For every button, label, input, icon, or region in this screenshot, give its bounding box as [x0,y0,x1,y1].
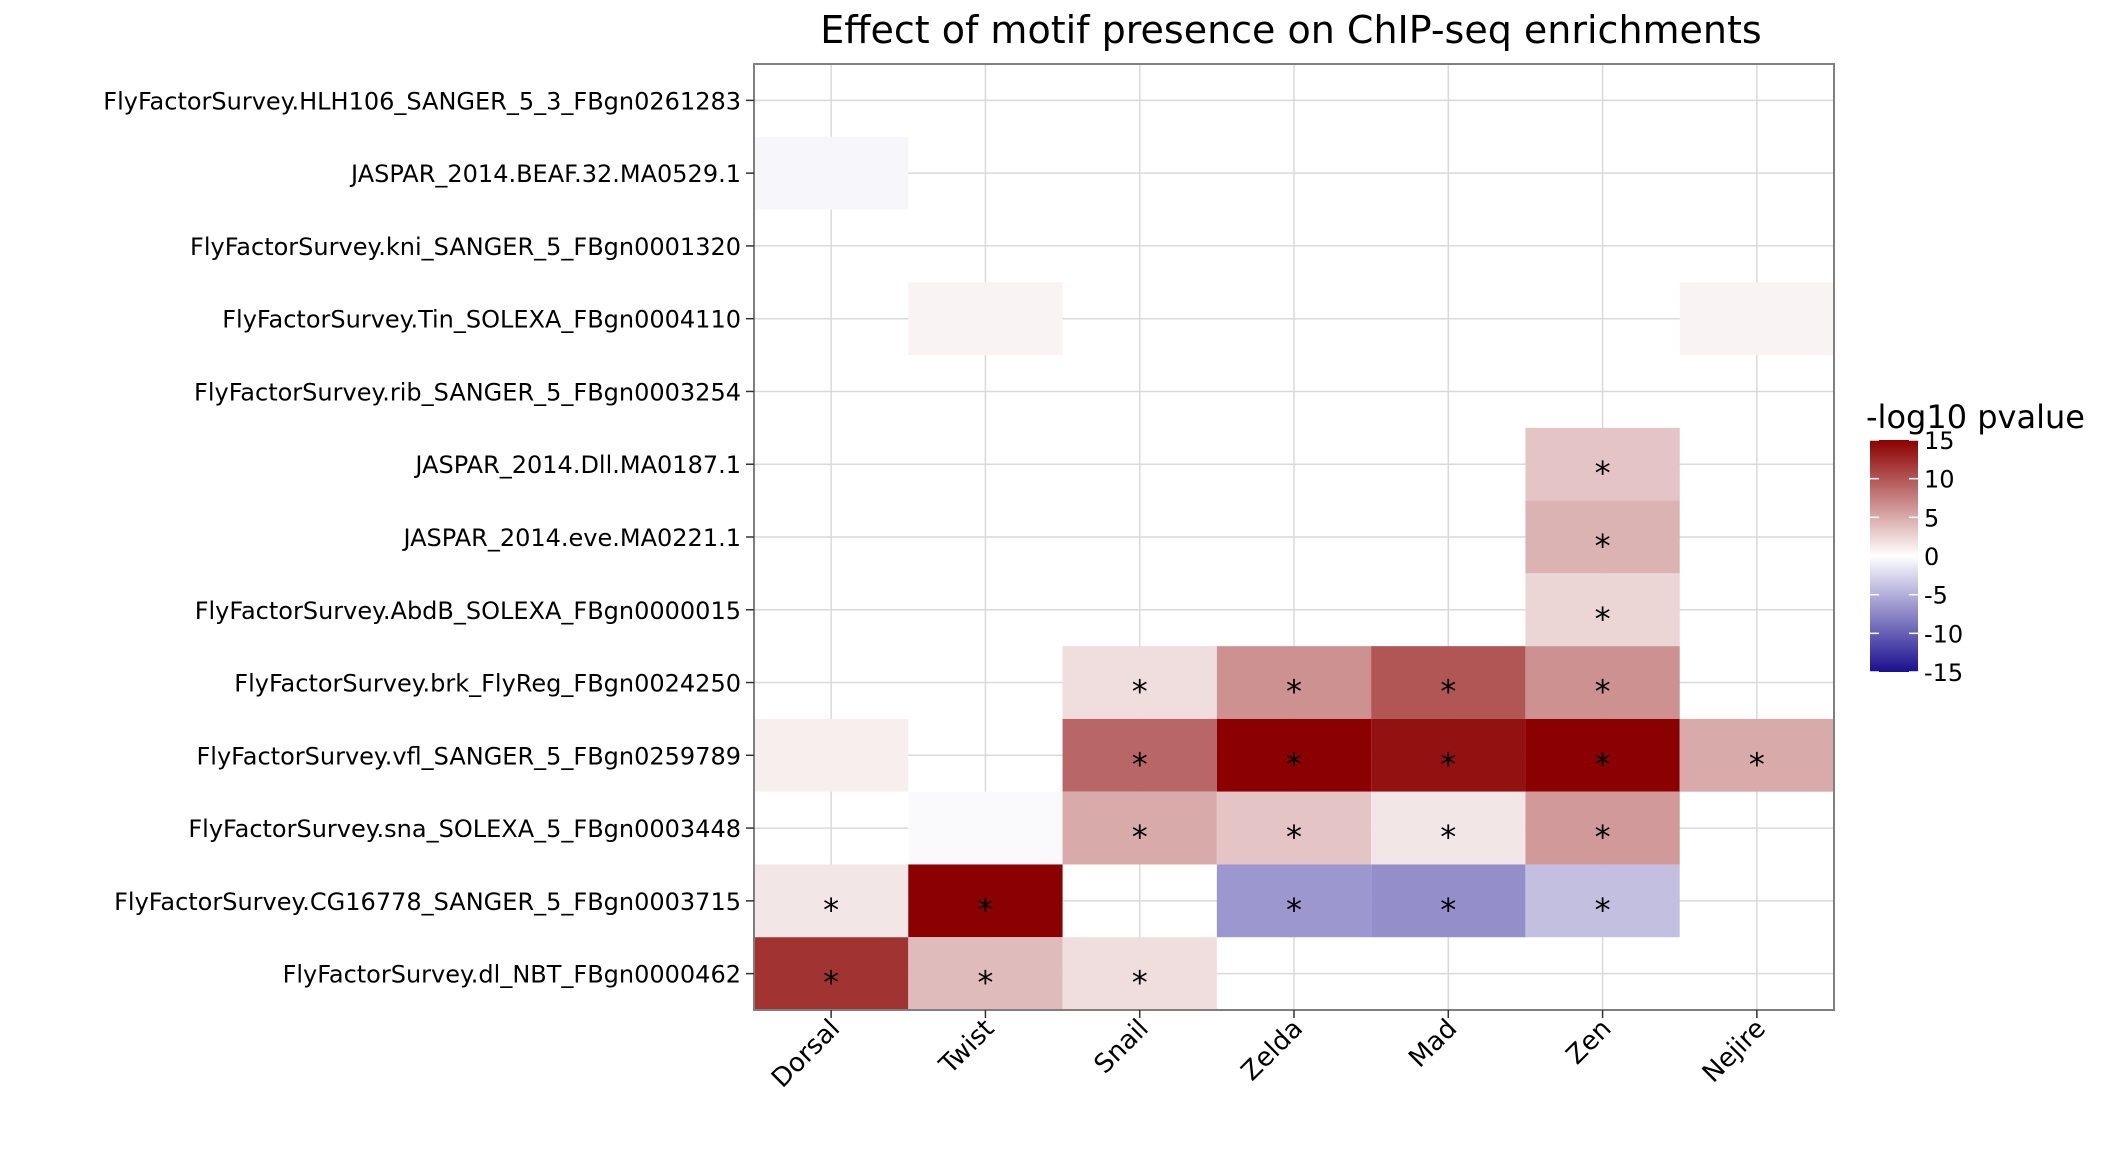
x-tick-label: Snail [1089,1014,1155,1080]
heatmap-cell [754,864,909,938]
legend-tick-label: 5 [1924,504,1939,532]
heatmap-cell [1371,646,1526,719]
chart-title: Effect of motif presence on ChIP-seq enr… [820,8,1761,52]
significance-marker: * [1440,745,1456,783]
y-tick-label: FlyFactorSurvey.brk_FlyReg_FBgn0024250 [234,670,741,698]
significance-marker: * [1595,454,1611,492]
y-tick-label: FlyFactorSurvey.kni_SANGER_5_FBgn0001320 [190,233,741,261]
significance-marker: * [1132,964,1148,1002]
y-tick-label: JASPAR_2014.eve.MA0221.1 [401,524,741,552]
heatmap-cell [1216,791,1372,865]
significance-marker: * [1595,673,1611,711]
cell-layer: * * * * * * * * * * * * * * * * * * * * * * * * [754,136,1834,1010]
significance-marker: * [823,964,839,1002]
significance-marker: * [823,891,839,929]
x-tick-label: Twist [933,1014,1000,1081]
heatmap-cell [1525,864,1680,938]
x-axis: Dorsal Twist Snail Zelda Mad Zen Nejire [766,1010,1772,1094]
y-tick-label: FlyFactorSurvey.rib_SANGER_5_FBgn0003254 [194,378,741,406]
heatmap-cell [1371,864,1526,938]
significance-marker: * [1286,673,1302,711]
heatmap-cell [1371,791,1526,865]
significance-marker: * [1595,891,1611,929]
significance-marker: * [1132,818,1148,856]
heatmap-cell [1216,864,1372,938]
significance-marker: * [1595,527,1611,565]
heatmap-cell [1525,718,1680,792]
x-tick-label: Dorsal [766,1014,846,1094]
legend: -log10 pvalue 15 10 5 0 -5 -10 -15 [1866,398,2085,687]
x-tick-label: Zen [1561,1014,1618,1071]
significance-marker: * [1595,745,1611,783]
y-tick-label: JASPAR_2014.Dll.MA0187.1 [413,451,741,479]
heatmap-cell [908,864,1063,938]
heatmap-cell [1062,791,1217,865]
heatmap-cell [1525,791,1680,865]
y-tick-label: FlyFactorSurvey.sna_SOLEXA_5_FBgn0003448 [188,815,741,843]
legend-tick-label: 15 [1924,427,1955,455]
heatmap-cell [1062,646,1217,719]
legend-tick-label: -10 [1924,620,1963,648]
y-tick-label: FlyFactorSurvey.CG16778_SANGER_5_FBgn000… [114,888,741,916]
y-tick-label: JASPAR_2014.BEAF.32.MA0529.1 [349,160,741,188]
y-tick-label: FlyFactorSurvey.dl_NBT_FBgn0000462 [283,961,741,989]
heatmap-cell [908,791,1063,865]
y-axis: FlyFactorSurvey.HLH106_SANGER_5_3_FBgn02… [103,87,754,989]
x-tick-label: Nejire [1697,1014,1772,1089]
legend-tick-label: 0 [1924,543,1939,571]
significance-marker: * [1749,745,1765,783]
significance-marker: * [1132,673,1148,711]
heatmap-cell [1062,937,1217,1010]
heatmap-cell [908,937,1063,1010]
heatmap-cell [754,136,909,210]
legend-title: -log10 pvalue [1866,398,2085,436]
heatmap-cell [1525,427,1680,501]
x-tick-label: Zelda [1236,1014,1309,1087]
x-tick-label: Mad [1403,1014,1463,1074]
legend-tick-label: -5 [1924,582,1948,610]
heatmap-cell [754,937,909,1010]
legend-tick-label: 10 [1924,466,1955,494]
heatmap-cell [1062,718,1217,792]
heatmap-cell [1525,646,1680,719]
heatmap-cell [1371,718,1526,792]
significance-marker: * [1286,745,1302,783]
significance-marker: * [1440,891,1456,929]
legend-tick-label: -15 [1924,659,1963,687]
heatmap-cell [908,282,1063,356]
significance-marker: * [1132,745,1148,783]
significance-marker: * [1595,818,1611,856]
significance-marker: * [1286,891,1302,929]
significance-marker: * [1440,818,1456,856]
heatmap-cell [1216,718,1372,792]
heatmap-cell [1216,646,1372,719]
y-tick-label: FlyFactorSurvey.vfl_SANGER_5_FBgn0259789 [196,742,741,770]
y-tick-label: FlyFactorSurvey.HLH106_SANGER_5_3_FBgn02… [103,87,741,115]
significance-marker: * [1286,818,1302,856]
heatmap-cell [1525,573,1680,647]
heatmap-cell [1525,500,1680,574]
y-tick-label: FlyFactorSurvey.Tin_SOLEXA_FBgn0004110 [222,306,741,334]
significance-marker: * [977,964,993,1002]
heatmap-cell [1679,282,1834,356]
significance-marker: * [977,891,993,929]
heatmap-cell [1679,718,1834,792]
heatmap-cell [754,718,909,792]
significance-marker: * [1440,673,1456,711]
y-tick-label: FlyFactorSurvey.AbdB_SOLEXA_FBgn0000015 [195,597,741,625]
significance-marker: * [1595,600,1611,638]
